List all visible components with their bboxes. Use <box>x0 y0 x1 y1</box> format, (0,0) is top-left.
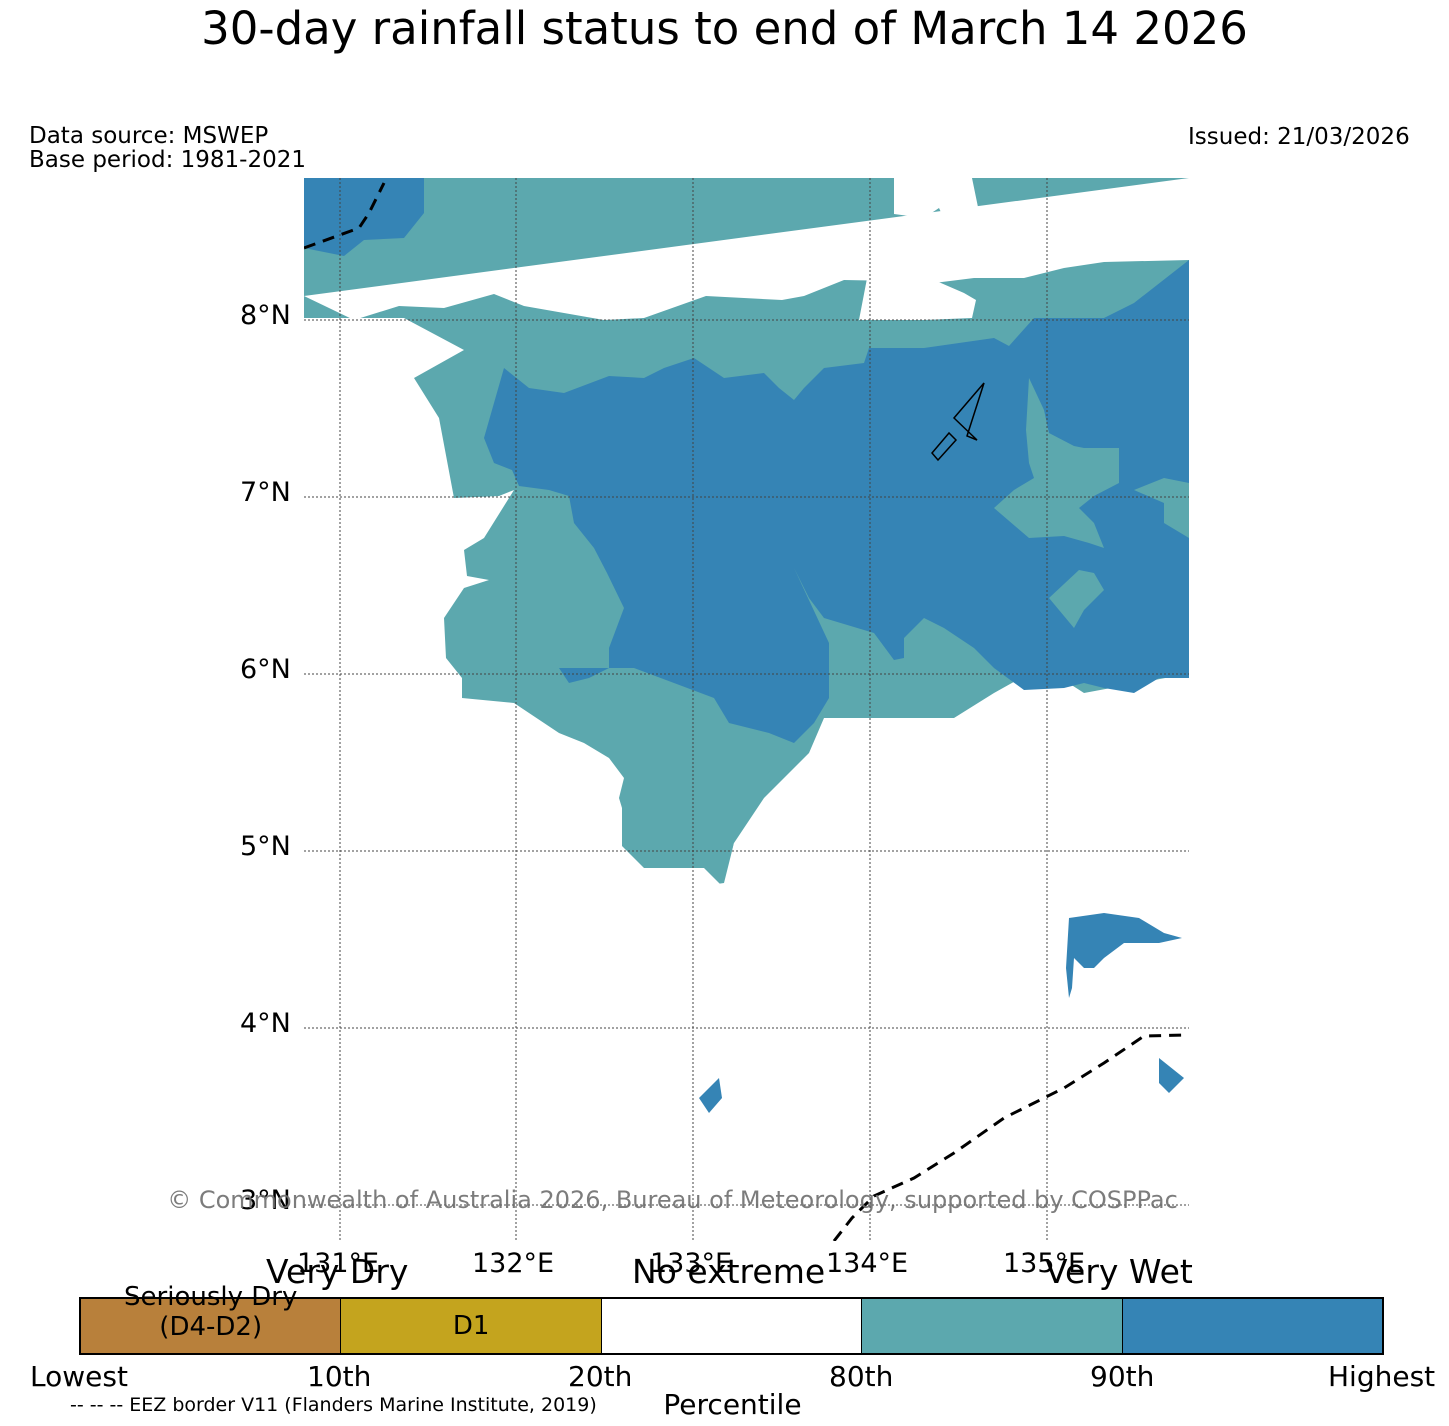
lon-label-133e: 133°E <box>650 1248 733 1279</box>
lat-label-3n: 3°N <box>240 1185 291 1216</box>
lat-label-4n: 4°N <box>240 1008 291 1039</box>
very-wet-se <box>1066 913 1182 998</box>
percentile-90th: 90th <box>1090 1360 1155 1393</box>
central-white-region <box>819 758 1116 903</box>
percentile-80th: 80th <box>829 1360 894 1393</box>
west-white-region <box>304 318 934 1183</box>
colorbar-label-seriously-dry: Seriously Dry (D4-D2) <box>124 1282 298 1342</box>
southwest-white <box>304 1138 904 1241</box>
very-wet-central <box>484 260 1189 743</box>
percentile-10th: 10th <box>307 1360 372 1393</box>
eez-border <box>304 182 1185 1241</box>
wet-inset-ne <box>1134 478 1189 538</box>
colorbar-d1: D1 <box>341 1299 602 1353</box>
category-no-extreme: No extreme <box>632 1252 826 1291</box>
percentile-highest: Highest <box>1328 1360 1436 1393</box>
map-grid <box>304 178 1189 1241</box>
percentile-20th: 20th <box>568 1360 633 1393</box>
copyright-text: © Commonwealth of Australia 2026, Bureau… <box>167 1186 1178 1214</box>
wet-inset-east <box>994 378 1119 548</box>
category-very-wet: Very Wet <box>1045 1252 1193 1291</box>
colorbar-seriously-dry: Seriously Dry (D4-D2) <box>81 1282 342 1353</box>
north-white-gap-2 <box>894 178 979 250</box>
white-patch-3 <box>944 743 994 786</box>
lat-label-5n: 5°N <box>240 831 291 862</box>
eez-border-note: -- -- -- EEZ border V11 (Flanders Marine… <box>70 1394 597 1416</box>
very-wet-se-small <box>1159 1058 1184 1093</box>
rainfall-map <box>304 178 1189 1241</box>
map-title: 30-day rainfall status to end of March 1… <box>201 2 1248 55</box>
colorbar-wet <box>862 1299 1123 1353</box>
percentile-lowest: Lowest <box>30 1360 128 1393</box>
central-white-region-2 <box>734 838 864 988</box>
north-white-gap-1 <box>859 240 976 320</box>
data-source-text: Data source: MSWEP <box>29 123 269 149</box>
wet-inset-east-2 <box>1049 570 1104 628</box>
lat-label-6n: 6°N <box>240 654 291 685</box>
very-wet-northwest <box>304 178 424 256</box>
white-patch-south-2 <box>904 1128 964 1163</box>
colorbar: Seriously Dry (D4-D2) D1 <box>79 1282 1384 1355</box>
category-very-dry: Very Dry <box>266 1252 409 1291</box>
white-patch-east-small <box>1139 810 1154 823</box>
colorbar-very-wet <box>1122 1299 1383 1353</box>
issued-date-text: Issued: 21/03/2026 <box>1188 124 1410 150</box>
lon-label-134e: 134°E <box>826 1248 909 1279</box>
base-period-text: Base period: 1981-2021 <box>29 147 307 173</box>
lon-label-131e: 131°E <box>297 1248 380 1279</box>
colorbar-no-extreme <box>601 1299 863 1353</box>
colorbar-label-d1: D1 <box>452 1311 490 1341</box>
lat-label-7n: 7°N <box>240 477 291 508</box>
very-wet-south-small <box>699 1078 722 1113</box>
very-wet-regions <box>304 178 1189 1113</box>
lat-label-8n: 8°N <box>240 300 291 331</box>
lon-label-135e: 135°E <box>1003 1248 1086 1279</box>
island-outline <box>931 382 985 462</box>
percentile-axis-label: Percentile <box>663 1388 802 1421</box>
lon-label-132e: 132°E <box>472 1248 555 1279</box>
